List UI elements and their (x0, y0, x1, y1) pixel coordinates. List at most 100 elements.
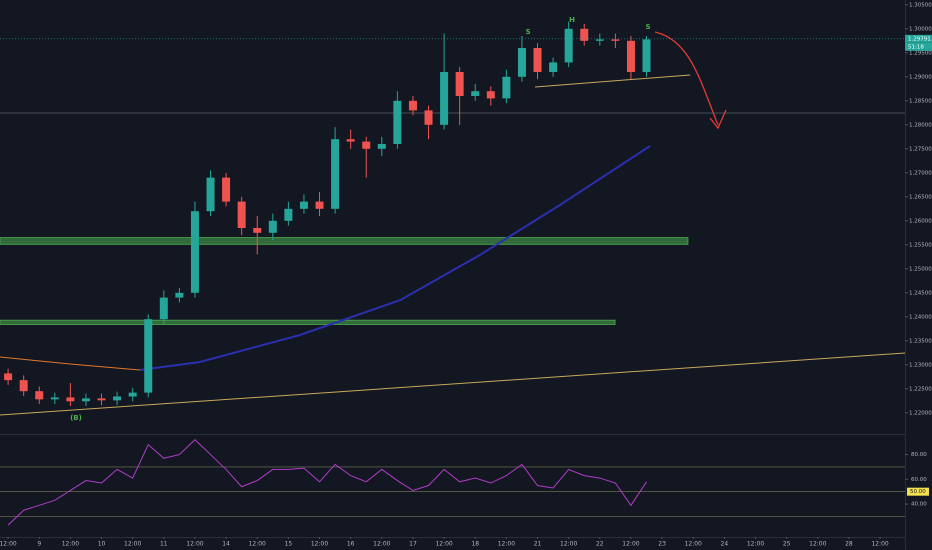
y-tick-label: 1.22500 (909, 386, 932, 392)
y-tick-label: 1.29500 (909, 50, 932, 56)
x-tick-label: 12:00 (311, 541, 328, 548)
candle-body (424, 110, 433, 125)
x-tick-label: 12:00 (498, 541, 515, 548)
candle-body (346, 139, 355, 142)
y-tick-label: 1.29000 (909, 74, 932, 80)
candle-body (222, 177, 231, 202)
rsi-tick-label: 80.00 (911, 452, 927, 458)
x-tick-label: 14 (222, 541, 230, 548)
price-tag-label: 1.29791 (908, 36, 931, 42)
y-tick-label: 1.23500 (909, 338, 932, 344)
x-tick-label: 12:00 (871, 541, 888, 548)
zone (0, 237, 689, 245)
x-tick-label: 12:00 (373, 541, 390, 548)
overlay-line (534, 74, 691, 88)
candle-body (190, 211, 199, 293)
x-tick-label: 12:00 (124, 541, 141, 548)
forecast-arrow (654, 31, 727, 130)
candle-body (159, 297, 168, 320)
candle-body (377, 144, 386, 149)
y-tick-label: 1.25000 (909, 266, 932, 272)
x-tick-label: 11 (160, 541, 168, 548)
overlay-line (0, 356, 141, 371)
y-tick-label: 1.26500 (909, 194, 932, 200)
x-tick-label: 9 (37, 541, 41, 548)
candle-body (408, 100, 417, 111)
x-tick-label: 10 (98, 541, 106, 548)
candle-body (533, 48, 542, 72)
candle-body (113, 396, 122, 401)
candle-body (284, 208, 293, 221)
candle-body (175, 292, 184, 298)
y-tick-label: 1.22000 (909, 410, 932, 416)
candle-body (471, 91, 480, 96)
y-tick-label: 1.24000 (909, 314, 932, 320)
rsi-tag (907, 487, 929, 496)
x-tick-label: 16 (347, 541, 355, 548)
y-tick-label: 1.26000 (909, 218, 932, 224)
x-tick-label: 12:00 (249, 541, 266, 548)
x-tick-label: 12:00 (62, 541, 79, 548)
candle-body (206, 177, 215, 212)
countdown-tag (905, 42, 932, 51)
candle-body (580, 28, 589, 41)
x-tick-label: 17 (409, 541, 417, 548)
candle-body (440, 72, 449, 125)
x-tick-label: 21 (534, 541, 542, 548)
candle-body (268, 220, 277, 233)
candle-body (50, 397, 59, 400)
x-tick-label: 12:00 (622, 541, 639, 548)
y-tick-label: 1.24500 (909, 290, 932, 296)
y-tick-label: 1.27000 (909, 170, 932, 176)
candle-body (144, 319, 153, 393)
candle-body (595, 39, 604, 41)
y-tick-label: 1.30500 (909, 2, 932, 8)
candle-body (331, 139, 340, 209)
pattern-label: S (646, 23, 651, 31)
candle-body (299, 201, 308, 209)
candle-body (502, 76, 511, 99)
y-tick-label: 1.28500 (909, 98, 932, 104)
x-tick-label: 15 (285, 541, 293, 548)
zone (0, 319, 616, 325)
y-tick-label: 1.23000 (909, 362, 932, 368)
overlay-line (140, 145, 651, 371)
x-tick-label: 12:00 (685, 541, 702, 548)
x-tick-label: 12:00 (809, 541, 826, 548)
candle-body (66, 397, 75, 402)
pattern-label: (B) (70, 414, 82, 422)
candle-body (362, 141, 371, 149)
candle-body (393, 100, 402, 144)
candle-body (642, 39, 651, 72)
candle-body (315, 201, 324, 209)
x-tick-label: 25 (783, 541, 791, 548)
rsi-tag-label: 50.00 (910, 489, 926, 495)
rsi-tick-label: 60.00 (911, 477, 927, 483)
countdown-label: 51:18 (908, 44, 924, 50)
candle-body (517, 48, 526, 77)
x-tick-label: 12:00 (0, 541, 17, 548)
candle-body (35, 391, 44, 400)
overlay-line (0, 352, 906, 416)
pattern-label: S (526, 28, 531, 36)
y-tick-label: 1.25500 (909, 242, 932, 248)
candle-body (564, 28, 573, 63)
x-tick-label: 28 (845, 541, 853, 548)
candle-body (4, 373, 13, 381)
x-tick-label: 22 (596, 541, 604, 548)
candle-body (626, 40, 635, 72)
candle-body (81, 398, 90, 402)
x-tick-label: 12:00 (560, 541, 577, 548)
candle-body (97, 398, 106, 401)
candle-body (549, 62, 558, 72)
x-tick-label: 23 (658, 541, 666, 548)
rsi-line (7, 439, 647, 526)
x-tick-label: 12:00 (435, 541, 452, 548)
pattern-label: H (569, 16, 575, 24)
candle-body (19, 380, 28, 392)
candle-body (128, 392, 137, 397)
y-tick-label: 1.28000 (909, 122, 932, 128)
x-tick-label: 24 (721, 541, 729, 548)
